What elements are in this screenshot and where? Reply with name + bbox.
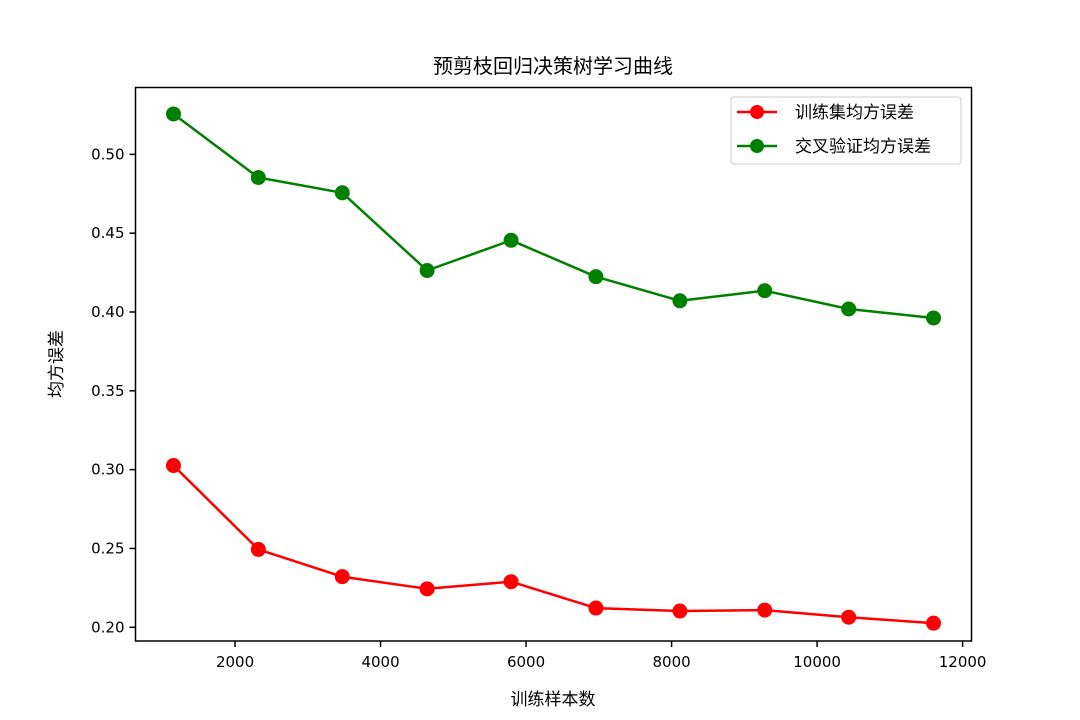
legend-item-train: 训练集均方误差 [737, 103, 914, 123]
data-point-marker [841, 301, 857, 317]
y-tick-label: 0.50 [91, 145, 124, 163]
data-point-marker [250, 541, 266, 557]
data-point-marker [757, 283, 773, 299]
data-point-marker [926, 615, 942, 631]
x-tick-label: 2000 [216, 653, 254, 671]
x-axis: 2000 4000 6000 8000 10000 12000 [216, 641, 987, 671]
data-point-marker [588, 269, 604, 285]
y-tick-label: 0.45 [91, 224, 124, 242]
data-point-marker [503, 574, 519, 590]
legend-marker-train-icon [750, 105, 764, 119]
data-point-marker [334, 185, 350, 201]
legend-label-train: 训练集均方误差 [795, 103, 914, 123]
y-tick-label: 0.30 [91, 461, 124, 479]
y-axis-label: 均方误差 [47, 330, 67, 398]
series-line [172, 112, 934, 320]
x-tick-label: 6000 [507, 653, 545, 671]
data-point-marker [334, 569, 350, 585]
x-tick-label: 4000 [361, 653, 399, 671]
data-point-marker [165, 106, 181, 122]
data-point-marker [419, 263, 435, 279]
data-point-marker [165, 458, 181, 474]
data-point-marker [926, 310, 942, 326]
y-tick-label: 0.35 [91, 382, 124, 400]
series-layer [165, 106, 942, 631]
data-point-marker [588, 600, 604, 616]
data-point-marker [757, 602, 773, 618]
data-point-marker [841, 609, 857, 625]
data-point-marker [672, 293, 688, 309]
series-line [172, 464, 934, 625]
y-tick-label: 0.40 [91, 303, 124, 321]
data-point-marker [503, 232, 519, 248]
x-axis-label: 训练样本数 [511, 690, 596, 710]
series-cv-mse [165, 106, 942, 326]
legend: 训练集均方误差 交叉验证均方误差 [730, 96, 962, 165]
y-axis: 0.20 0.25 0.30 0.35 0.40 0.45 0.50 [91, 145, 136, 636]
axes-frame [134, 86, 973, 642]
legend-label-cv: 交叉验证均方误差 [795, 137, 931, 157]
legend-item-cv: 交叉验证均方误差 [737, 137, 931, 157]
x-tick-label: 12000 [939, 653, 987, 671]
data-point-marker [250, 170, 266, 186]
x-tick-label: 10000 [793, 653, 841, 671]
x-tick-label: 8000 [652, 653, 690, 671]
data-point-marker [419, 581, 435, 597]
y-tick-label: 0.25 [91, 539, 124, 557]
series-train-mse [165, 458, 942, 631]
y-tick-label: 0.20 [91, 618, 124, 636]
legend-marker-cv-icon [750, 139, 764, 153]
data-point-marker [672, 603, 688, 619]
chart-title: 预剪枝回归决策树学习曲线 [433, 54, 673, 78]
legend-box [730, 96, 962, 165]
